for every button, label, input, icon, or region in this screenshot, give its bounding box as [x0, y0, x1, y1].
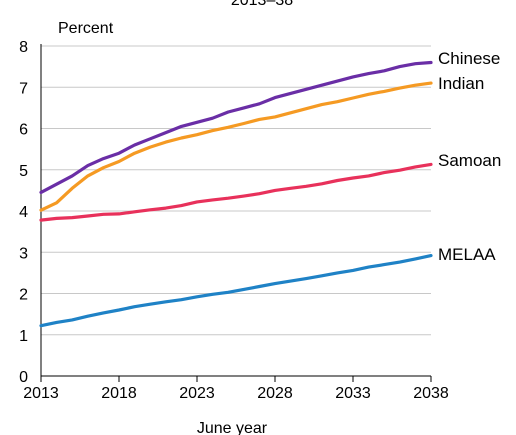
- y-axis-title: Percent: [58, 20, 114, 37]
- series-labels: Chinese Indian Samoan MELAA: [438, 49, 501, 264]
- series-line-indian: [39, 81, 433, 212]
- y-tick-label: 2: [19, 287, 28, 304]
- x-axis: 2013 2018 2023 2028 2033 2038: [23, 375, 449, 402]
- series-line-chinese: [39, 60, 433, 194]
- x-tick-label: 2028: [257, 385, 293, 402]
- x-tick-label: 2023: [179, 385, 215, 402]
- x-tick-label: 2038: [413, 385, 449, 402]
- y-tick-label: 5: [19, 163, 28, 180]
- series-label-samoan: Samoan: [438, 151, 501, 170]
- y-tick-label: 0: [19, 369, 28, 386]
- series-lines: [39, 60, 433, 328]
- y-tick-label: 7: [19, 80, 28, 97]
- series-label-melaa: MELAA: [438, 245, 496, 264]
- chart-title: 2013–38: [231, 0, 293, 9]
- x-axis-title: June year: [197, 420, 268, 435]
- series-label-indian: Indian: [438, 74, 484, 93]
- x-tick-label: 2013: [23, 385, 59, 402]
- x-tick-label: 2018: [101, 385, 137, 402]
- y-tick-label: 4: [19, 204, 28, 221]
- x-tick-label: 2033: [335, 385, 371, 402]
- grid-lines: [41, 45, 431, 336]
- y-tick-label: 8: [19, 39, 28, 56]
- y-tick-label: 1: [19, 328, 28, 345]
- series-line-samoan: [39, 162, 433, 222]
- series-line-melaa: [39, 254, 433, 328]
- y-axis: 0 1 2 3 4 5 6 7 8: [19, 39, 42, 386]
- series-label-chinese: Chinese: [438, 49, 500, 68]
- y-tick-label: 3: [19, 245, 28, 262]
- y-tick-label: 6: [19, 122, 28, 139]
